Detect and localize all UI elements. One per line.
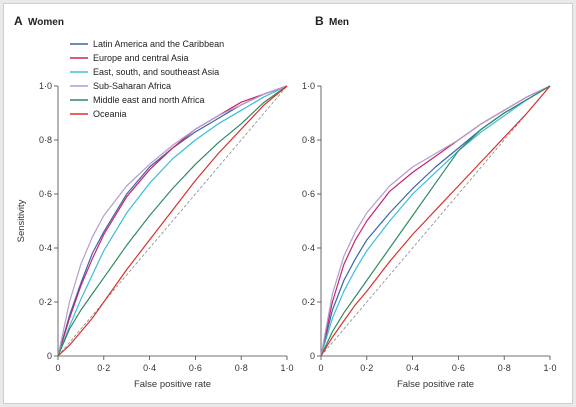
- panel-title: Women: [28, 17, 64, 28]
- y-tick-label: 0·2: [39, 297, 52, 307]
- series-line: [320, 85, 551, 357]
- x-tick-label: 0: [55, 363, 60, 373]
- y-tick-label: 1·0: [302, 81, 315, 91]
- panel-b: B Men 0 0·2 0·4 0·6 0·8 1·0 0 0·2 0·4 0·6 0·8 1·0 Fals…: [302, 14, 557, 390]
- y-tick-label: 0: [310, 351, 315, 361]
- panel-letter: B: [315, 14, 324, 28]
- panel-a: A Women 0 0·2 0·4 0·6 0·8 1·0 0 0·2 0·4 0·6 0·8 1·0 Fa…: [14, 14, 294, 390]
- y-tick-label: 0·4: [39, 243, 52, 253]
- x-tick-label: 1·0: [280, 363, 293, 373]
- series-line: [57, 85, 288, 357]
- x-tick-label: 1·0: [543, 363, 556, 373]
- series-line: [320, 85, 551, 357]
- panel-title: Men: [329, 17, 349, 28]
- x-tick-label: 0·2: [360, 363, 373, 373]
- legend-entry: East, south, and southeast Asia: [93, 67, 219, 77]
- series-line: [57, 85, 288, 357]
- y-tick-label: 1·0: [39, 81, 52, 91]
- legend-entry: Oceania: [93, 109, 127, 119]
- x-tick-label: 0·4: [406, 363, 419, 373]
- roc-figure: A Women 0 0·2 0·4 0·6 0·8 1·0 0 0·2 0·4 0·6 0·8 1·0 Fa…: [14, 14, 557, 390]
- x-tick-label: 0·6: [189, 363, 202, 373]
- x-axis-label: False positive rate: [397, 379, 474, 390]
- y-axis-label: Sensitivity: [16, 199, 27, 242]
- y-tick-label: 0·2: [302, 297, 315, 307]
- series-line: [320, 85, 551, 357]
- x-tick-label: 0·2: [97, 363, 110, 373]
- legend-entry: Middle east and north Africa: [93, 95, 205, 105]
- panel-letter: A: [14, 14, 23, 28]
- y-tick-label: 0·8: [302, 135, 315, 145]
- y-tick-label: 0·8: [39, 135, 52, 145]
- reference-diagonal: [57, 85, 288, 357]
- x-axis-label: False positive rate: [134, 379, 211, 390]
- series-line: [57, 85, 288, 357]
- series-line: [57, 85, 288, 357]
- legend-entry: Latin America and the Caribbean: [93, 39, 224, 49]
- reference-diagonal: [320, 85, 551, 357]
- series-line: [57, 85, 288, 357]
- x-tick-label: 0: [318, 363, 323, 373]
- y-tick-label: 0·6: [39, 189, 52, 199]
- x-tick-label: 0·6: [452, 363, 465, 373]
- figure-frame: A Women 0 0·2 0·4 0·6 0·8 1·0 0 0·2 0·4 0·6 0·8 1·0 Fa…: [3, 3, 573, 404]
- x-tick-label: 0·8: [498, 363, 511, 373]
- legend-entry: Europe and central Asia: [93, 53, 189, 63]
- legend-entry: Sub-Saharan Africa: [93, 81, 171, 91]
- x-tick-label: 0·8: [235, 363, 248, 373]
- y-tick-label: 0: [47, 351, 52, 361]
- y-tick-label: 0·6: [302, 189, 315, 199]
- x-tick-label: 0·4: [143, 363, 156, 373]
- series-line: [320, 85, 551, 357]
- y-tick-label: 0·4: [302, 243, 315, 253]
